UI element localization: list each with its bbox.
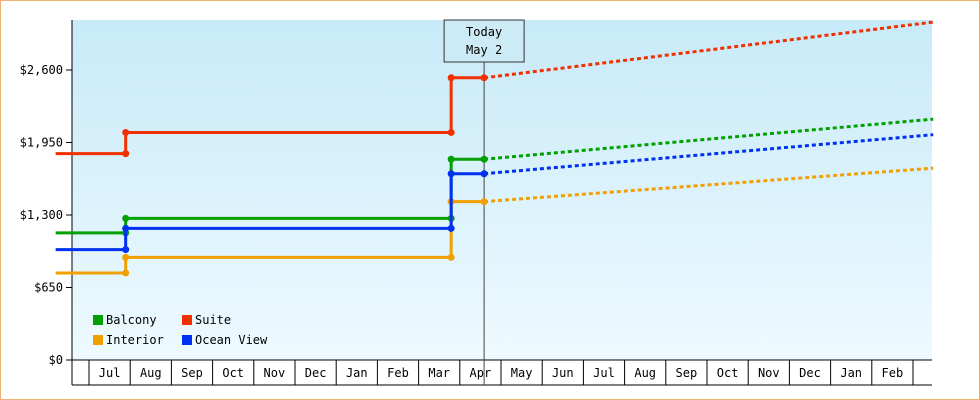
legend-swatch-ocean-view [182, 335, 192, 345]
month-label: Oct [222, 366, 244, 380]
y-tick-label: $1,300 [20, 208, 63, 222]
month-label: Aug [140, 366, 162, 380]
y-tick-label: $1,950 [20, 136, 63, 150]
month-label: Mar [428, 366, 450, 380]
month-label: Jan [346, 366, 368, 380]
ocean-view-forecast-line [483, 133, 934, 176]
interior-point [480, 198, 488, 206]
month-label: Jan [840, 366, 862, 380]
month-label: Aug [634, 366, 656, 380]
ocean-view-point [447, 224, 455, 232]
ocean-view-point [447, 170, 455, 178]
suite-point [122, 128, 130, 136]
month-label: May [511, 366, 533, 380]
month-label: Nov [264, 366, 286, 380]
legend-label-ocean-view: Ocean View [195, 333, 268, 347]
today-label: Today [466, 25, 502, 39]
month-label: Jul [99, 366, 121, 380]
month-label: Sep [676, 366, 698, 380]
y-tick-label: $0 [49, 353, 63, 367]
balcony-point [122, 214, 130, 222]
plot-area [72, 20, 932, 360]
balcony-point [447, 155, 455, 163]
y-tick-label: $650 [34, 281, 63, 295]
month-label: Oct [717, 366, 739, 380]
today-box [443, 19, 525, 63]
month-label: Nov [758, 366, 780, 380]
suite-point [122, 150, 130, 158]
suite-actual-line [55, 76, 485, 156]
legend-swatch-interior [93, 335, 103, 345]
suite-point [447, 74, 455, 82]
month-label: Sep [181, 366, 203, 380]
today-date: May 2 [466, 43, 502, 57]
interior-point [122, 253, 130, 261]
legend-swatch-suite [182, 315, 192, 325]
month-label: Feb [387, 366, 409, 380]
legend-label-balcony: Balcony [106, 313, 157, 327]
legend-swatch-balcony [93, 315, 103, 325]
month-label: Feb [882, 366, 904, 380]
month-label: Jul [593, 366, 615, 380]
suite-point [480, 74, 488, 82]
ocean-view-point [480, 170, 488, 178]
ocean-view-actual-line [55, 172, 485, 252]
ocean-view-point [122, 224, 130, 232]
interior-point [447, 253, 455, 261]
balcony-actual-line [55, 157, 485, 235]
legend-label-interior: Interior [106, 333, 164, 347]
month-label: Dec [305, 366, 327, 380]
interior-forecast-line [484, 166, 934, 204]
suite-point [447, 128, 455, 136]
month-label: Jun [552, 366, 574, 380]
balcony-forecast-line [483, 117, 934, 161]
suite-forecast-line [483, 20, 934, 80]
ocean-view-point [122, 246, 130, 254]
interior-point [122, 269, 130, 277]
month-label: Apr [470, 366, 492, 380]
balcony-point [480, 155, 488, 163]
legend-label-suite: Suite [195, 313, 231, 327]
month-label: Dec [799, 366, 821, 380]
interior-actual-line [55, 200, 485, 275]
y-tick-label: $2,600 [20, 63, 63, 77]
